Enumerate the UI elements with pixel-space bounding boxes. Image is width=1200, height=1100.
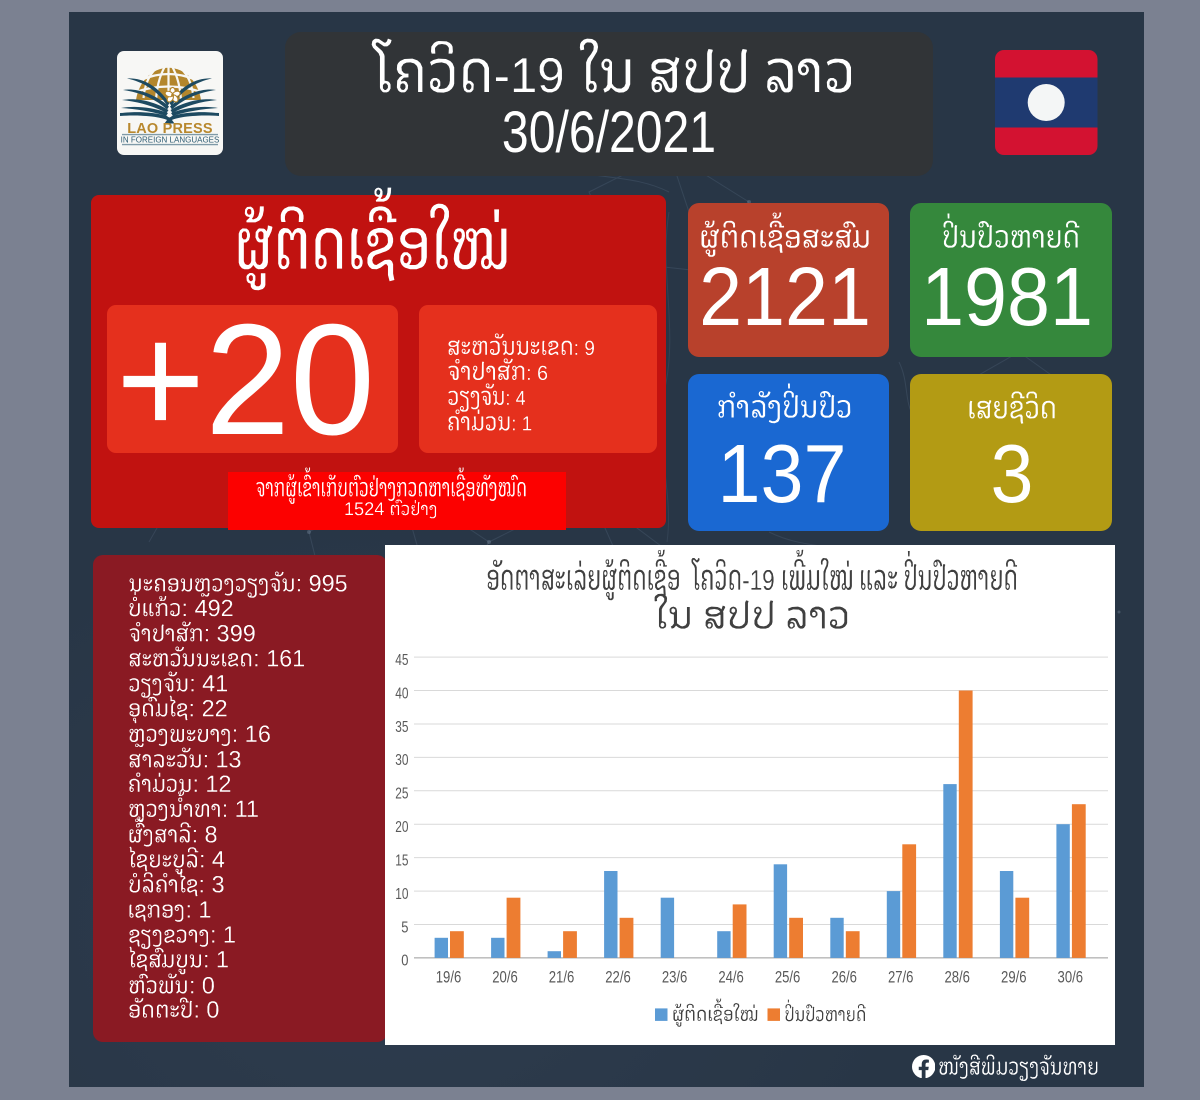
svg-text:26/6: 26/6 bbox=[831, 969, 857, 987]
svg-text:21/6: 21/6 bbox=[549, 969, 575, 987]
svg-text:30/6: 30/6 bbox=[1058, 969, 1084, 987]
svg-text:25: 25 bbox=[395, 786, 408, 803]
svg-text:27/6: 27/6 bbox=[888, 969, 914, 987]
svg-text:29/6: 29/6 bbox=[1001, 969, 1027, 987]
svg-text:40: 40 bbox=[395, 686, 408, 703]
svg-text:LAO PRESS: LAO PRESS bbox=[127, 121, 213, 137]
svg-text:20: 20 bbox=[395, 819, 408, 836]
svg-text:15: 15 bbox=[395, 853, 408, 870]
svg-text:5: 5 bbox=[401, 920, 408, 937]
svg-text:10: 10 bbox=[395, 886, 408, 903]
svg-text:IN FOREIGN LANGUAGES: IN FOREIGN LANGUAGES bbox=[121, 135, 220, 144]
svg-text:35: 35 bbox=[395, 719, 408, 736]
svg-text:23/6: 23/6 bbox=[662, 969, 688, 987]
svg-text:20/6: 20/6 bbox=[492, 969, 518, 987]
svg-text:30: 30 bbox=[395, 753, 408, 770]
svg-text:45: 45 bbox=[395, 652, 408, 669]
svg-text:24/6: 24/6 bbox=[718, 969, 744, 987]
svg-text:19/6: 19/6 bbox=[436, 969, 462, 987]
svg-text:22/6: 22/6 bbox=[605, 969, 631, 987]
svg-text:25/6: 25/6 bbox=[775, 969, 801, 987]
svg-text:28/6: 28/6 bbox=[944, 969, 970, 987]
svg-text:0: 0 bbox=[401, 953, 409, 970]
